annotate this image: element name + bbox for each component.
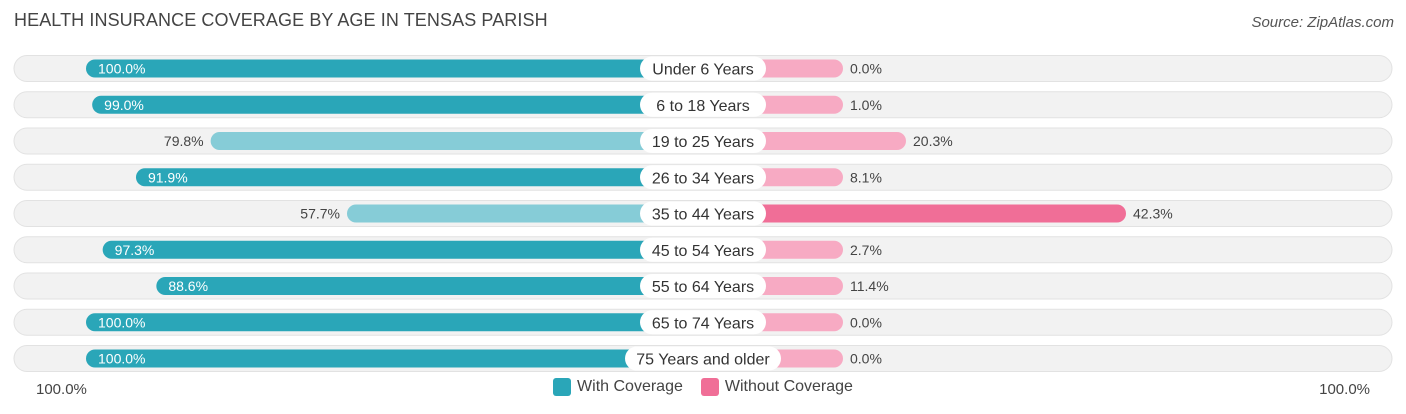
label-with-coverage: 79.8% <box>164 133 204 149</box>
category-pill <box>640 56 766 81</box>
label-with-coverage: 88.6% <box>168 278 208 294</box>
category-pill <box>640 201 766 226</box>
label-with-coverage: 99.0% <box>104 97 144 113</box>
label-without-coverage: 8.1% <box>850 169 882 185</box>
category-pill <box>640 165 766 190</box>
label-without-coverage: 42.3% <box>1133 206 1173 222</box>
label-without-coverage: 0.0% <box>850 351 882 367</box>
bar-with-coverage <box>92 95 704 114</box>
legend-swatch-without-coverage <box>700 378 719 396</box>
bar-with-coverage <box>86 349 703 368</box>
category-pill <box>625 346 781 371</box>
category-label: 19 to 25 Years <box>652 134 754 151</box>
category-label: 26 to 34 Years <box>652 170 754 187</box>
label-with-coverage: 97.3% <box>115 242 155 258</box>
bar-with-coverage <box>210 132 703 150</box>
bar-with-coverage <box>135 168 704 187</box>
category-label: 55 to 64 Years <box>652 279 754 296</box>
category-pill <box>640 92 766 117</box>
label-without-coverage: 11.4% <box>850 278 889 294</box>
legend: With Coverage Without Coverage <box>0 378 1406 396</box>
bar-with-coverage <box>86 59 703 78</box>
axis-right-label: 100.0% <box>1319 381 1370 398</box>
legend-label-with-coverage: With Coverage <box>577 378 683 395</box>
category-label: 75 Years and older <box>636 352 770 369</box>
bar-with-coverage <box>156 277 703 295</box>
chart-svg: 100.0% 0.0% Under 6 Years 99.0% 1.0% 6 to 18 … <box>13 55 1393 372</box>
category-pill <box>640 237 766 262</box>
label-without-coverage: 0.0% <box>850 61 882 77</box>
label-with-coverage: 57.7% <box>300 206 340 222</box>
label-with-coverage: 100.0% <box>98 314 145 330</box>
axis-left-label: 100.0% <box>36 381 87 398</box>
legend-item-with-coverage[interactable]: With Coverage <box>553 378 683 396</box>
legend-swatch-with-coverage <box>553 378 572 396</box>
label-without-coverage: 0.0% <box>850 314 882 330</box>
label-without-coverage: 20.3% <box>913 133 953 149</box>
chart-source: Source: ZipAtlas.com <box>1251 14 1394 31</box>
bar-with-coverage <box>346 204 703 223</box>
legend-label-without-coverage: Without Coverage <box>724 378 853 395</box>
label-with-coverage: 100.0% <box>98 351 145 367</box>
category-label: 6 to 18 Years <box>656 98 749 115</box>
legend-item-without-coverage[interactable]: Without Coverage <box>700 378 853 396</box>
chart-title: HEALTH INSURANCE COVERAGE BY AGE IN TENS… <box>14 10 548 30</box>
category-label: Under 6 Years <box>652 62 753 79</box>
label-without-coverage: 1.0% <box>850 97 882 113</box>
label-with-coverage: 91.9% <box>148 169 188 185</box>
category-pill <box>640 274 766 298</box>
category-label: 35 to 44 Years <box>652 207 754 224</box>
category-label: 45 to 54 Years <box>652 243 754 260</box>
category-label: 65 to 74 Years <box>652 315 754 332</box>
bar-without-coverage <box>703 204 1126 223</box>
bar-with-coverage <box>86 313 703 332</box>
label-without-coverage: 2.7% <box>850 242 882 258</box>
bar-with-coverage <box>102 240 703 259</box>
category-pill <box>640 310 766 335</box>
category-pill <box>640 129 766 153</box>
label-with-coverage: 100.0% <box>98 61 145 77</box>
